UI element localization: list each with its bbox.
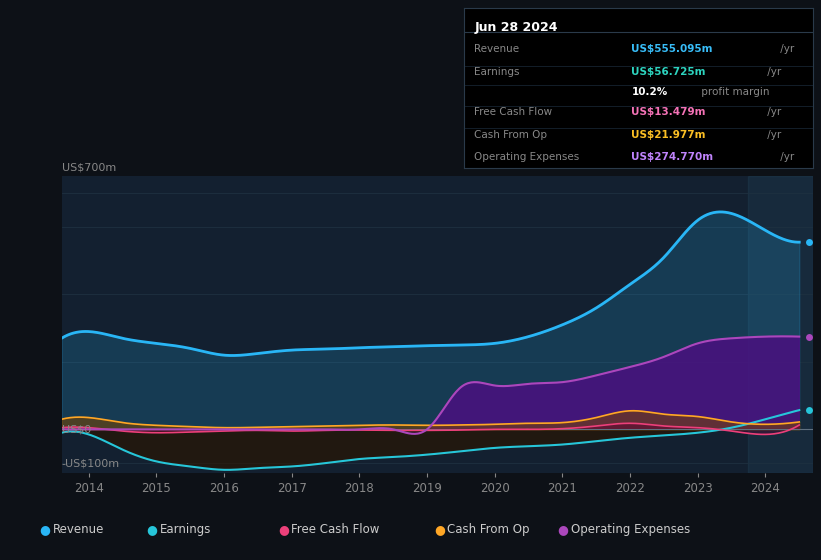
Text: Earnings: Earnings (475, 67, 520, 77)
Text: /yr: /yr (764, 130, 782, 139)
Text: /yr: /yr (764, 67, 782, 77)
Text: US$555.095m: US$555.095m (631, 44, 713, 54)
Text: Cash From Op: Cash From Op (447, 522, 530, 536)
Text: Free Cash Flow: Free Cash Flow (475, 108, 553, 118)
Text: Revenue: Revenue (475, 44, 520, 54)
Text: US$700m: US$700m (62, 162, 116, 172)
Text: Revenue: Revenue (53, 522, 105, 536)
Text: Jun 28 2024: Jun 28 2024 (475, 21, 557, 34)
Text: Operating Expenses: Operating Expenses (475, 152, 580, 162)
Text: 10.2%: 10.2% (631, 87, 667, 97)
Text: /yr: /yr (777, 44, 795, 54)
Text: profit margin: profit margin (698, 87, 769, 97)
Text: /yr: /yr (764, 108, 782, 118)
Text: Earnings: Earnings (160, 522, 212, 536)
Bar (749, 176, 813, 473)
Text: US$21.977m: US$21.977m (631, 130, 706, 139)
Text: /yr: /yr (777, 152, 795, 162)
Text: US$274.770m: US$274.770m (631, 152, 713, 162)
Text: -US$100m: -US$100m (62, 458, 120, 468)
Text: ●: ● (39, 522, 51, 536)
Text: US$13.479m: US$13.479m (631, 108, 706, 118)
Text: ●: ● (146, 522, 158, 536)
Text: ●: ● (433, 522, 445, 536)
Text: Operating Expenses: Operating Expenses (571, 522, 690, 536)
Text: Cash From Op: Cash From Op (475, 130, 548, 139)
Text: US$0: US$0 (62, 424, 91, 435)
Text: US$56.725m: US$56.725m (631, 67, 706, 77)
Text: Free Cash Flow: Free Cash Flow (291, 522, 380, 536)
Text: ●: ● (277, 522, 289, 536)
Text: ●: ● (557, 522, 568, 536)
